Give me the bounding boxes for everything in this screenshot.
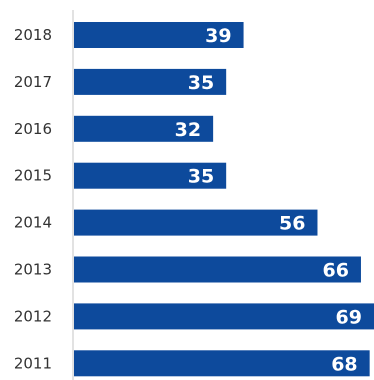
year-label: 2018 — [14, 26, 52, 44]
bar-group: 2018 39 2017 35 2016 32 2015 35 2014 56 2013 66 2012… — [14, 22, 374, 377]
year-label: 2014 — [14, 214, 52, 232]
bar-value-label: 39 — [205, 25, 231, 47]
bar — [74, 350, 370, 377]
bar-value-label: 35 — [188, 166, 214, 188]
year-label: 2017 — [14, 73, 52, 91]
bar-value-label: 66 — [323, 260, 349, 282]
year-label: 2013 — [14, 261, 52, 279]
year-label: 2012 — [14, 307, 52, 325]
bar — [74, 303, 374, 330]
year-label: 2016 — [14, 120, 52, 138]
bar — [74, 115, 214, 142]
bar — [74, 162, 227, 189]
year-label: 2011 — [14, 354, 52, 372]
bar-value-label: 68 — [331, 353, 357, 375]
bar-value-label: 32 — [175, 119, 201, 141]
bar-value-label: 56 — [279, 213, 305, 235]
bar — [74, 68, 227, 95]
bar — [74, 256, 361, 283]
bar-value-label: 69 — [336, 306, 362, 328]
bar — [74, 209, 318, 236]
year-label: 2015 — [14, 167, 52, 185]
bar-value-label: 35 — [188, 72, 214, 94]
bar — [74, 22, 244, 48]
